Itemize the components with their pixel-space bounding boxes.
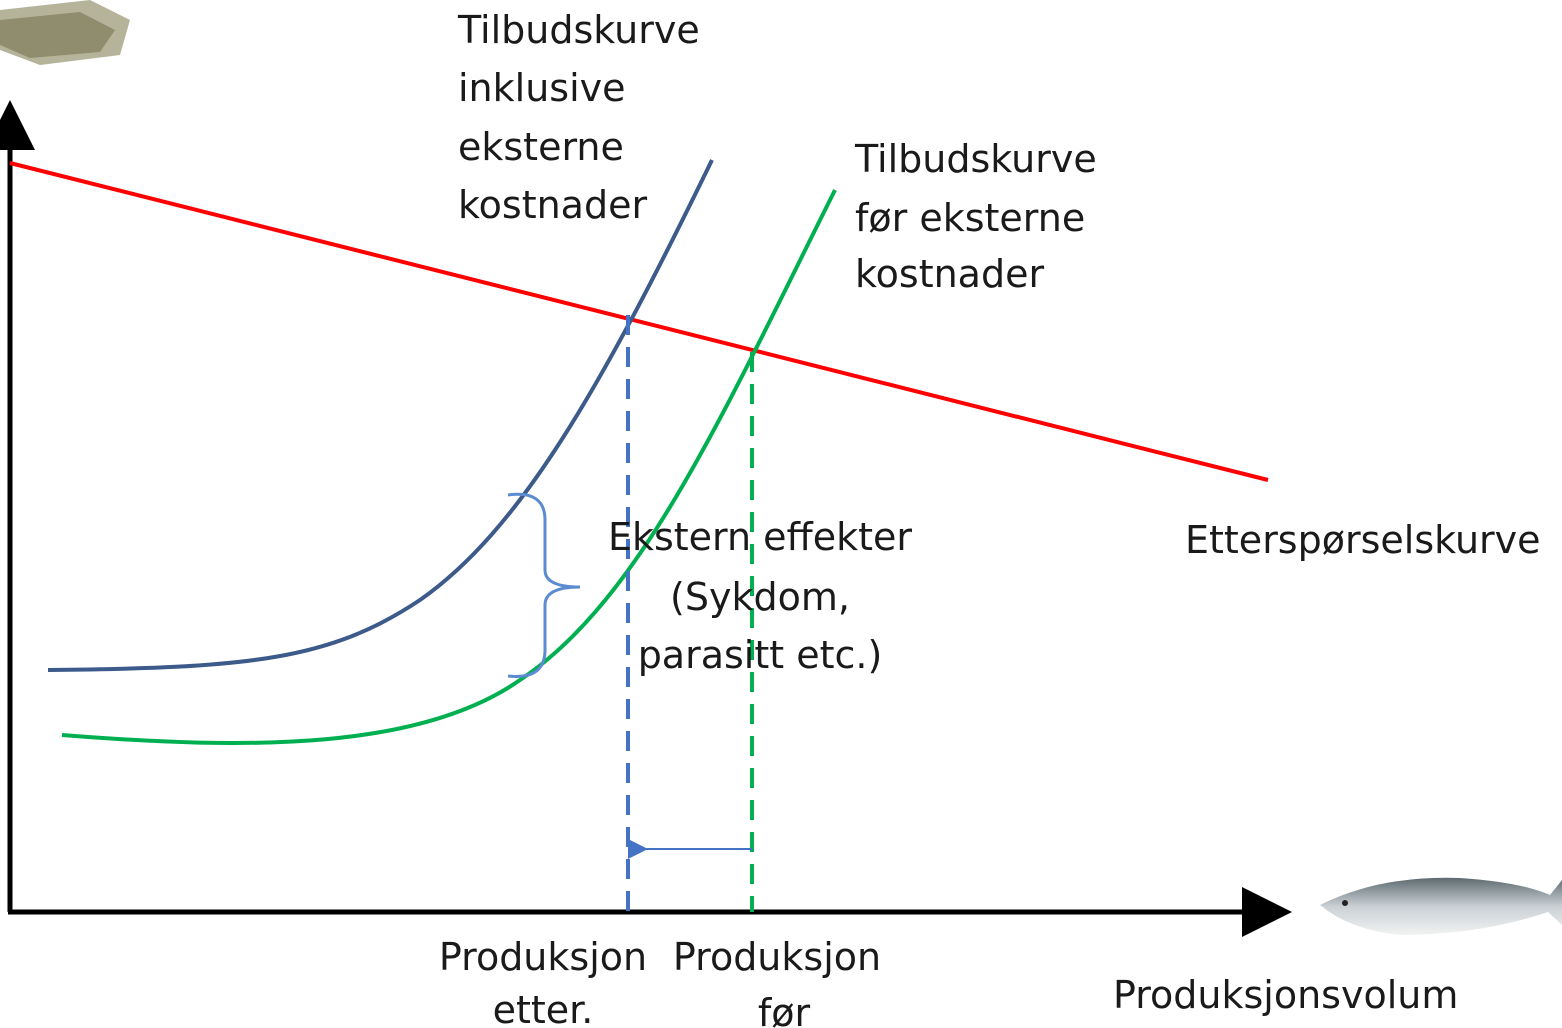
diagram: Tilbudskurve inklusive eksterne kostnade… (0, 0, 1562, 1028)
label: kostnader (458, 183, 647, 227)
label: etter. (493, 988, 594, 1028)
label: før eksterne (855, 196, 1085, 240)
salmon-image (1320, 878, 1562, 935)
label: kostnader (855, 252, 1044, 296)
label: eksterne (458, 125, 624, 169)
label: Tilbudskurve (457, 8, 700, 52)
label: før (758, 991, 811, 1028)
brace (508, 494, 580, 676)
label: Tilbudskurve (854, 137, 1097, 181)
money-image (0, 0, 130, 65)
label: Produksjon (673, 935, 881, 979)
x-axis-label: Produksjonsvolum (1113, 973, 1458, 1017)
label: inklusive (458, 66, 626, 110)
label: Ekstern effekter (608, 515, 912, 559)
label: (Sykdom, (670, 575, 850, 619)
label: Produksjon (439, 935, 647, 979)
label: Etterspørselskurve (1185, 518, 1541, 562)
label: parasitt etc.) (638, 633, 883, 677)
